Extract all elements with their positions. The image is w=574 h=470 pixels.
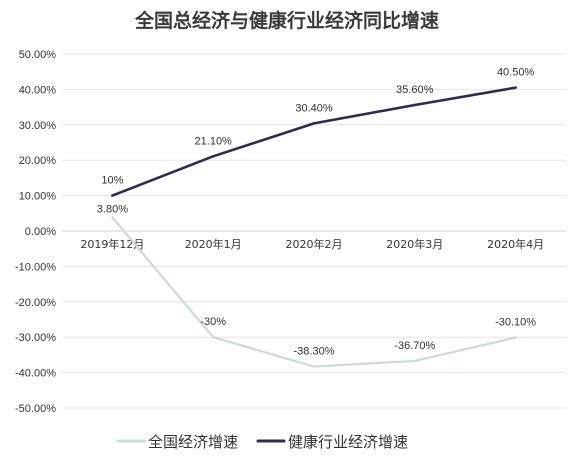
data-label: -30.10% (495, 317, 536, 329)
x-tick-label: 2019年12月 (80, 237, 144, 251)
x-tick-label: 2020年1月 (185, 237, 242, 251)
chart-title: 全国总经济与健康行业经济同比增速 (134, 9, 439, 32)
series-layer (111, 86, 517, 368)
data-point (514, 86, 517, 89)
data-point (212, 336, 215, 339)
y-tick-label: -10.00% (15, 261, 56, 273)
legend-label-1: 全国经济增速 (148, 433, 238, 451)
y-tick-label: -50.00% (15, 403, 56, 415)
y-axis-ticks: 50.00% 40.00% 30.00% 20.00% 10.00% 0.00% -10.0… (15, 49, 56, 415)
y-tick-label: 40.00% (19, 84, 57, 96)
y-tick-label: 0.00% (25, 226, 56, 238)
data-point (111, 194, 114, 197)
data-label: -36.70% (394, 340, 435, 352)
data-label: 10% (101, 175, 123, 187)
data-point (212, 155, 215, 158)
data-point (413, 359, 416, 363)
y-tick-label: 20.00% (19, 155, 57, 167)
data-point (312, 365, 316, 368)
data-label: -38.30% (294, 346, 335, 358)
data-label: 21.10% (195, 135, 233, 147)
x-tick-label: 2020年3月 (386, 237, 443, 251)
grid-layer (62, 53, 566, 409)
x-axis-ticks: 2019年12月 2020年1月 2020年2月 2020年3月 2020年4月 (80, 237, 544, 251)
y-tick-label: 10.00% (19, 191, 57, 203)
y-tick-label: 50.00% (19, 49, 57, 61)
data-point (514, 336, 517, 339)
data-label: 3.80% (97, 204, 128, 216)
y-tick-label: -30.00% (15, 332, 56, 344)
legend-label-2: 健康行业经济增速 (288, 433, 408, 451)
data-label: -30% (200, 316, 226, 328)
data-labels: 3.80% -30% -38.30% -36.70% -30.10% 10% 21.10% 3… (97, 67, 536, 358)
y-tick-label: -20.00% (15, 297, 56, 309)
data-point (312, 122, 316, 125)
x-tick-label: 2020年2月 (286, 237, 343, 251)
data-point (111, 216, 114, 219)
data-point (413, 103, 416, 107)
data-label: 35.60% (396, 84, 434, 96)
x-tick-label: 2020年4月 (487, 237, 544, 251)
data-label: 30.40% (295, 102, 333, 114)
y-tick-label: 30.00% (19, 120, 57, 132)
legend: 全国经济增速 健康行业经济增速 (116, 433, 408, 451)
y-tick-label: -40.00% (15, 368, 56, 380)
data-label: 40.50% (497, 67, 535, 79)
